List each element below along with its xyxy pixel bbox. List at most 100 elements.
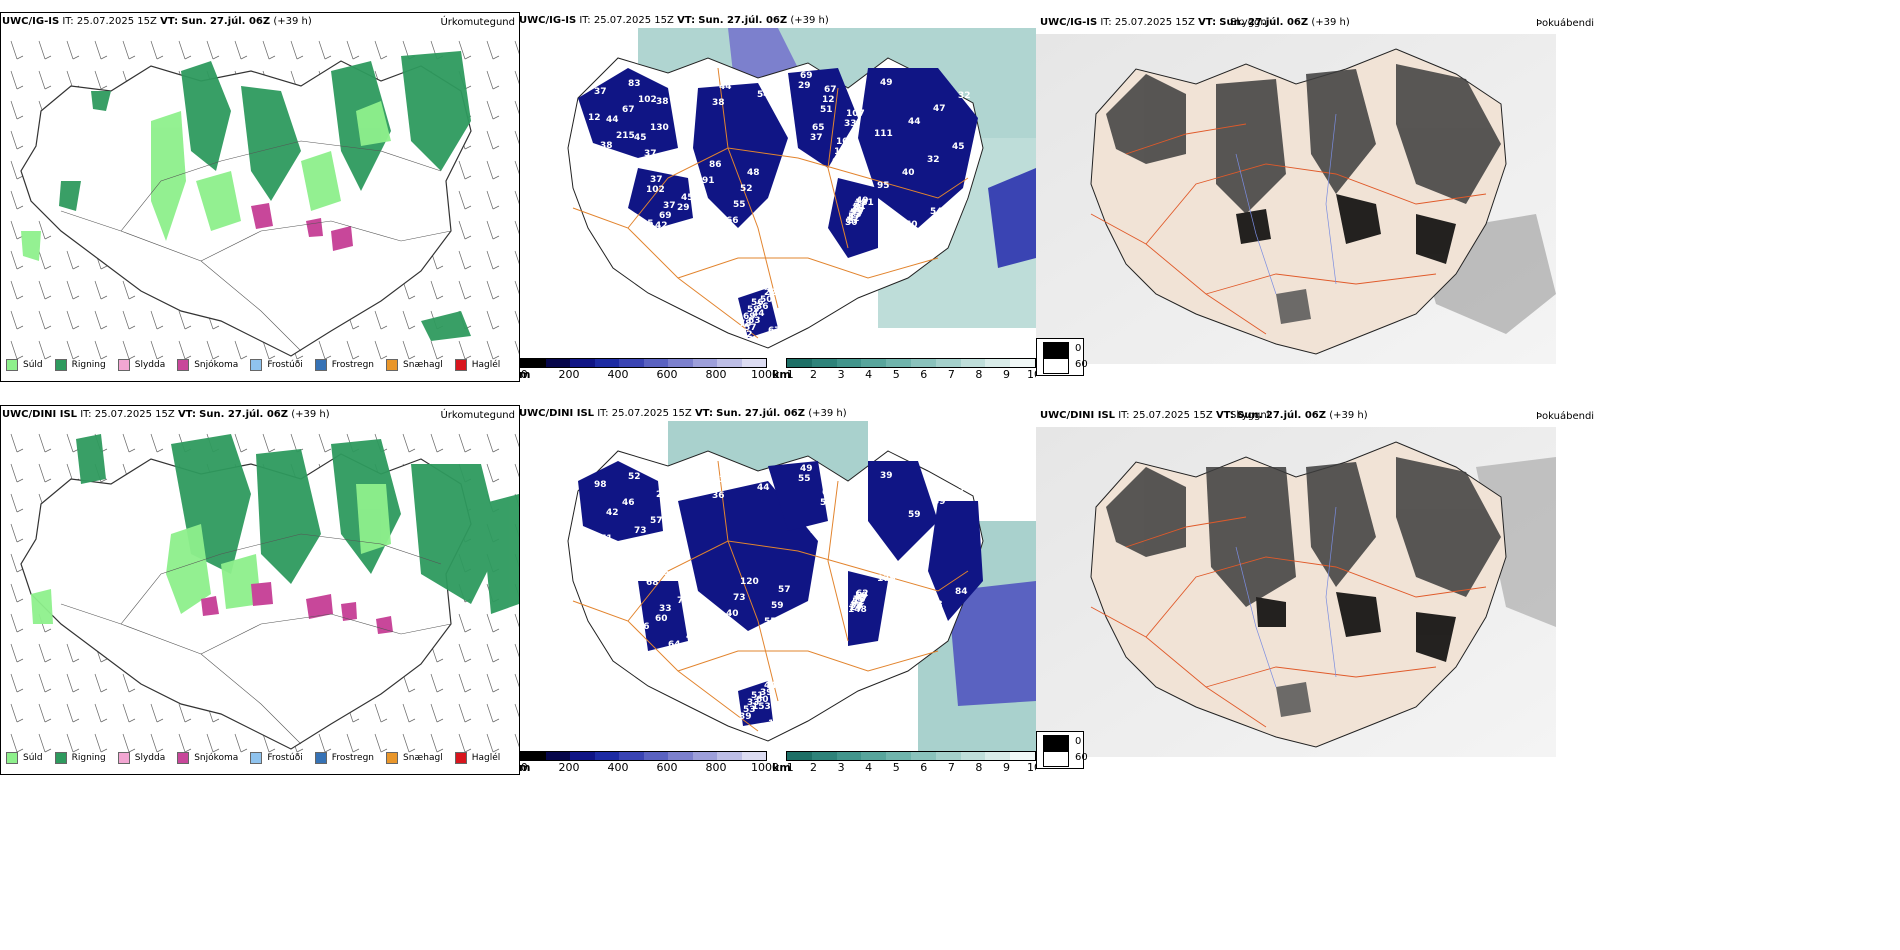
legend-item-6: Snæhagl xyxy=(386,359,443,371)
wind-barb xyxy=(514,190,519,205)
wind-barb xyxy=(206,40,220,60)
scale-tick-label: 200 xyxy=(558,761,580,773)
wind-barb xyxy=(458,340,472,360)
scale-cell xyxy=(643,359,668,367)
vis-scale-km-bar xyxy=(786,358,1036,368)
scale-cell xyxy=(861,359,887,367)
visibility-value-label: 53 xyxy=(686,239,699,249)
legend-item-1: Rigning xyxy=(54,359,106,371)
visibility-value-labels: 39 36 57 59 43 62 51 73 44 83 59 60 50 33 42 31 39 57 79 49… xyxy=(584,464,971,729)
wind-barb xyxy=(346,733,360,753)
visibility-value-label: 40 xyxy=(851,206,864,216)
legend-swatch xyxy=(117,359,130,371)
visibility-value-label: 52 xyxy=(852,597,865,607)
visibility-value-label: 43 xyxy=(668,247,681,257)
fog-header: UWC/IG-IS IT: 25.07.2025 15Z VT: Sun. 27… xyxy=(1040,17,1350,28)
visibility-value-label: 54 xyxy=(757,90,770,100)
wind-barb xyxy=(514,463,519,478)
wind-barb xyxy=(10,463,24,483)
visibility-value-label: 153 xyxy=(752,702,771,712)
wind-barb xyxy=(458,250,472,270)
scale-cell xyxy=(1010,752,1035,760)
wind-barb xyxy=(10,733,24,753)
wind-barb xyxy=(10,643,24,663)
visibility-value-label: 103 xyxy=(834,540,853,550)
road-network xyxy=(572,460,969,732)
visibility-value-label: 40 xyxy=(726,609,739,619)
visibility-value-label: 83 xyxy=(628,79,641,89)
visibility-value-label: 32 xyxy=(927,155,940,165)
legend-item-3: Snjókoma xyxy=(177,752,238,764)
valid-time-label: VT: xyxy=(1215,410,1234,421)
visibility-value-label: 39 xyxy=(739,712,752,722)
visibility-value-label: 45 xyxy=(952,142,965,152)
visibility-value-label: 31 xyxy=(672,237,685,247)
legend-swatch xyxy=(177,752,190,764)
visibility-value-label: 56 xyxy=(751,298,764,308)
legend-label: Snjókoma xyxy=(194,360,239,370)
init-time: IT: 25.07.2025 15Z xyxy=(62,16,157,27)
visibility-value-label: 49 xyxy=(880,78,893,88)
scale-tick-label: 2 xyxy=(810,761,818,773)
valid-time: Sun. 27.júl. 06Z xyxy=(1219,17,1309,28)
wind-barb xyxy=(514,310,519,325)
precip-rain xyxy=(59,51,471,341)
visibility-value-label: 51 xyxy=(820,105,833,115)
wind-barb xyxy=(10,673,24,693)
visibility-value-label: 52 xyxy=(628,472,641,482)
visibility-value-label: 176 xyxy=(650,568,669,578)
vis-scale-m-unit: m xyxy=(519,761,531,773)
precip-title: Úrkomutegund xyxy=(440,17,515,28)
legend-item-7: Haglél xyxy=(454,752,500,764)
visibility-value-label: 60 xyxy=(905,220,918,230)
legend-label: Slydda xyxy=(134,360,166,370)
lead-time: (+39 h) xyxy=(291,409,330,420)
legend-swatch xyxy=(117,752,130,764)
scale-cell xyxy=(985,359,1011,367)
wind-barb xyxy=(66,733,80,753)
wind-barb xyxy=(94,310,108,330)
wind-barb xyxy=(66,703,80,723)
init-time: IT: 25.07.2025 15Z xyxy=(80,409,175,420)
visibility-value-label: 37 xyxy=(594,87,607,97)
legend-item-2: Slydda xyxy=(117,359,166,371)
wind-barb xyxy=(374,40,388,60)
visibility-value-label: 31 xyxy=(719,475,732,485)
lead-time: (+39 h) xyxy=(1329,410,1368,421)
wind-barb xyxy=(318,433,332,453)
wind-barb xyxy=(10,190,24,210)
scale-cell xyxy=(521,359,546,367)
wind-barb xyxy=(262,733,276,753)
visibility-value-label: 51 xyxy=(751,691,764,701)
scale-tick-label: 10 xyxy=(1027,368,1036,380)
wind-barb xyxy=(10,250,24,270)
visibility-value-label: 48 xyxy=(747,168,760,178)
visibility-value-label: 95 xyxy=(641,219,654,229)
legend-item-5: Frostregn xyxy=(314,752,374,764)
visibility-value-label: 98 xyxy=(594,480,607,490)
legend-swatch xyxy=(454,359,467,371)
legend-label: Haglél xyxy=(471,360,501,370)
scale-cell xyxy=(886,359,911,367)
scale-cell xyxy=(619,359,644,367)
visibility-value-label: 32 xyxy=(958,91,971,101)
lead-time: (+39 h) xyxy=(808,408,847,419)
wind-barb xyxy=(94,733,108,753)
legend-swatch xyxy=(454,752,467,764)
wind-barb xyxy=(178,703,192,723)
wind-barb xyxy=(122,703,136,723)
scale-tick-label: 5 xyxy=(892,761,900,773)
wind-barb xyxy=(514,643,519,658)
precip-rain xyxy=(76,434,519,614)
road-network xyxy=(1090,516,1487,728)
wind-barb xyxy=(262,40,276,60)
scale-tick-label: 1 xyxy=(786,761,794,773)
visibility-value-label: 46 xyxy=(622,498,635,508)
visibility-value-label: 55 xyxy=(733,200,746,210)
scale-cell xyxy=(619,752,644,760)
scale-cell xyxy=(910,752,936,760)
fog-scale-dark-swatch xyxy=(1043,342,1069,358)
wind-barb xyxy=(10,553,24,573)
wind-barb xyxy=(38,703,52,723)
fog-scale-light-swatch xyxy=(1043,358,1069,374)
